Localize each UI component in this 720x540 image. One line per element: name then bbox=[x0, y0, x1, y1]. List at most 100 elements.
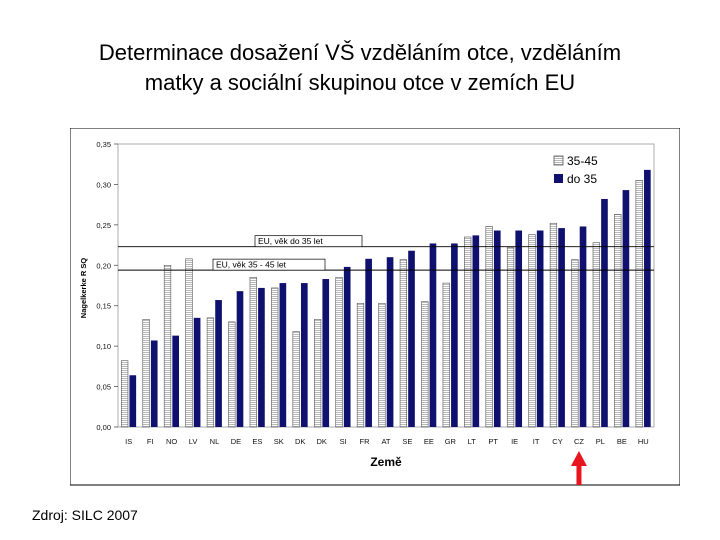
bar-series1 bbox=[356, 302, 365, 428]
x-axis-title: Země bbox=[370, 455, 402, 469]
bar-series1 bbox=[571, 259, 579, 428]
bar-series1 bbox=[142, 319, 150, 428]
legend-label-series1: 35-45 bbox=[567, 154, 598, 168]
x-tick-label: FI bbox=[147, 437, 154, 446]
bar-series2 bbox=[322, 279, 330, 427]
x-tick-label: IT bbox=[533, 437, 540, 446]
y-tick-label: 0,35 bbox=[96, 140, 111, 149]
bar-series2 bbox=[515, 230, 523, 427]
bar-series2 bbox=[472, 235, 480, 427]
bar-series2 bbox=[493, 230, 501, 427]
highlight-arrow-shaft bbox=[576, 465, 582, 485]
highlight-arrow-head bbox=[570, 451, 587, 466]
bar-series2 bbox=[300, 283, 308, 427]
y-tick-label: 0,20 bbox=[96, 261, 111, 270]
x-tick-label: CZ bbox=[574, 437, 584, 446]
y-tick-label: 0,00 bbox=[96, 423, 111, 432]
bar-series2 bbox=[622, 190, 630, 427]
bar-series2 bbox=[258, 287, 265, 427]
bar-series1 bbox=[292, 331, 300, 428]
bar-series1 bbox=[228, 321, 236, 428]
bar-series1 bbox=[335, 277, 343, 428]
bar-series2 bbox=[579, 226, 587, 427]
bar-series1 bbox=[313, 319, 322, 428]
bar-series2 bbox=[150, 340, 158, 427]
legend-swatch-series1 bbox=[553, 155, 564, 166]
bar-series2 bbox=[601, 198, 608, 427]
bar-series1 bbox=[421, 301, 429, 428]
bar-series2 bbox=[408, 250, 415, 427]
title-line-2: matky a sociální skupinou otce v zemích … bbox=[144, 70, 576, 95]
x-tick-label: FR bbox=[360, 437, 371, 446]
x-tick-label: NO bbox=[166, 437, 177, 446]
x-tick-label: HU bbox=[638, 437, 649, 446]
x-tick-label: IE bbox=[511, 437, 518, 446]
bar-series1 bbox=[592, 242, 600, 428]
y-axis-title: Nagelkerke R SQ bbox=[79, 258, 88, 319]
bar-series2 bbox=[536, 230, 544, 427]
x-tick-label: DE bbox=[231, 437, 241, 446]
title-line-1: Determinace dosažení VŠ vzděláním otce, … bbox=[98, 40, 622, 65]
bar-series1 bbox=[442, 282, 450, 428]
bar-series2 bbox=[215, 300, 222, 427]
x-tick-label: SI bbox=[340, 437, 347, 446]
y-tick-label: 0,10 bbox=[96, 342, 111, 351]
x-tick-label: PT bbox=[488, 437, 498, 446]
source-note: Zdroj: SILC 2007 bbox=[32, 507, 138, 523]
bar-series2 bbox=[172, 335, 179, 427]
bar-series1 bbox=[635, 180, 643, 428]
bar-series1 bbox=[163, 264, 172, 428]
bar-series1 bbox=[528, 234, 536, 428]
x-tick-label: EE bbox=[424, 437, 434, 446]
bar-series1 bbox=[614, 214, 622, 428]
reference-line-label: EU, věk do 35 let bbox=[258, 236, 323, 246]
bar-series2 bbox=[386, 257, 394, 427]
legend-label-series2: do 35 bbox=[567, 172, 597, 186]
legend: 35-45 do 35 bbox=[553, 154, 598, 186]
x-tick-label: GR bbox=[445, 437, 457, 446]
bar-series2 bbox=[343, 266, 351, 427]
x-tick-label: IS bbox=[125, 437, 132, 446]
x-tick-label: AT bbox=[381, 437, 390, 446]
bar-series1 bbox=[271, 287, 279, 428]
bar-series1 bbox=[249, 277, 257, 428]
x-tick-label: NL bbox=[210, 437, 220, 446]
bar-series1 bbox=[485, 226, 493, 428]
bar-series1 bbox=[121, 360, 129, 428]
reference-line-label: EU, věk 35 - 45 let bbox=[216, 260, 287, 270]
bar-series2 bbox=[451, 243, 458, 427]
x-tick-label: DK bbox=[316, 437, 326, 446]
x-tick-label: LV bbox=[189, 437, 198, 446]
x-tick-label: ES bbox=[252, 437, 262, 446]
x-tick-label: BE bbox=[617, 437, 627, 446]
slide-title: Determinace dosažení VŠ vzděláním otce, … bbox=[40, 38, 680, 98]
reference-label-box bbox=[254, 235, 363, 248]
bar-series1 bbox=[378, 302, 386, 428]
y-tick-label: 0,25 bbox=[96, 221, 111, 230]
bar-series2 bbox=[644, 169, 651, 428]
bar-series1 bbox=[464, 236, 472, 428]
bar-chart: 0,00 0,05 0,10 0,15 0,20 0,25 0,30 0,35 EU, věk… bbox=[70, 128, 680, 486]
y-tick-label: 0,30 bbox=[96, 180, 111, 189]
bar-series2 bbox=[365, 258, 372, 427]
bar-series2 bbox=[193, 317, 201, 427]
y-tick-label: 0,15 bbox=[96, 302, 111, 311]
bar-series2 bbox=[129, 375, 137, 427]
bar-series2 bbox=[558, 228, 565, 427]
x-tick-label: SE bbox=[402, 437, 412, 446]
bar-series1 bbox=[206, 317, 215, 428]
bar-series1 bbox=[506, 247, 515, 428]
x-tick-label: SK bbox=[274, 437, 284, 446]
legend-swatch-series2 bbox=[554, 174, 563, 183]
y-tick-label: 0,05 bbox=[96, 383, 111, 392]
x-tick-label: LT bbox=[468, 437, 477, 446]
bar-series1 bbox=[185, 258, 193, 428]
x-tick-label: CY bbox=[552, 437, 562, 446]
bar-series2 bbox=[236, 291, 244, 427]
x-tick-label: PL bbox=[596, 437, 605, 446]
bar-series2 bbox=[279, 283, 287, 427]
bar-series2 bbox=[429, 243, 437, 427]
reference-label-box bbox=[212, 258, 326, 271]
x-tick-label: DK bbox=[295, 437, 305, 446]
bar-series1 bbox=[549, 222, 558, 428]
